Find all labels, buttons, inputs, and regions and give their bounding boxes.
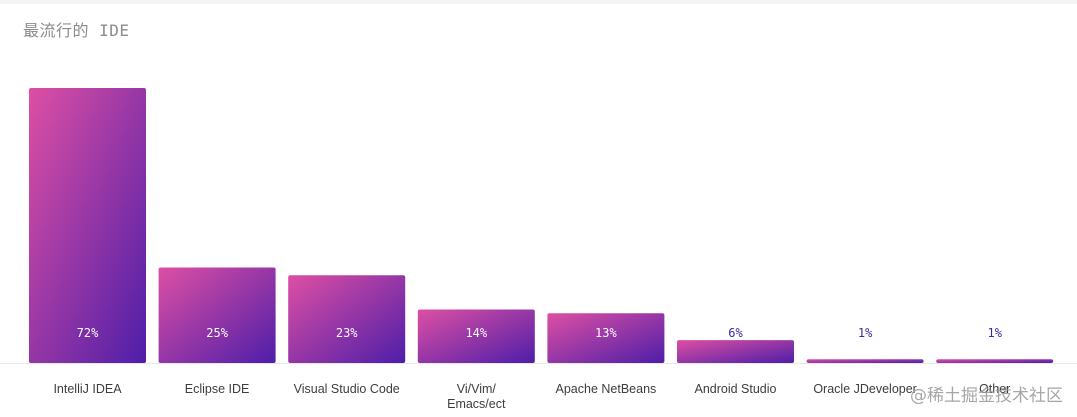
category-label: IntelliJ IDEA (53, 382, 122, 396)
top-strip (0, 0, 1077, 4)
bar-value-label: 1% (858, 326, 873, 340)
bar-2 (158, 267, 276, 363)
bar-value-label: 14% (465, 326, 487, 340)
bar-1 (29, 88, 146, 363)
bar-7 (806, 359, 924, 363)
bar-5 (547, 313, 665, 363)
bar-value-label: 13% (595, 326, 617, 340)
bar-value-label: 72% (77, 326, 99, 340)
bar-4 (417, 309, 535, 363)
bar-value-label: 25% (206, 326, 228, 340)
category-label: Oracle JDeveloper (813, 382, 917, 396)
category-label: Visual Studio Code (294, 382, 400, 396)
bars (29, 88, 1054, 363)
bar-value-label: 6% (728, 326, 743, 340)
value-labels: 72% 25% 23% 14% 13% 6% 1% 1% (77, 326, 1003, 340)
chart-title: 最流行的 IDE (23, 21, 130, 40)
bar-6 (677, 340, 794, 363)
bar-value-label: 23% (336, 326, 358, 340)
category-label: Apache NetBeans (556, 382, 657, 396)
bar-value-label: 1% (987, 326, 1002, 340)
bar-8 (936, 359, 1054, 363)
watermark: @稀土掘金技术社区 (910, 386, 1063, 406)
category-label: Android Studio (694, 382, 776, 396)
category-label: Vi/Vim/Emacs/ect (447, 382, 506, 411)
category-labels: IntelliJ IDEA Eclipse IDE Visual Studio Co… (53, 382, 1010, 411)
category-label: Eclipse IDE (185, 382, 250, 396)
bar-3 (288, 275, 406, 363)
category-label: Other (979, 382, 1010, 396)
